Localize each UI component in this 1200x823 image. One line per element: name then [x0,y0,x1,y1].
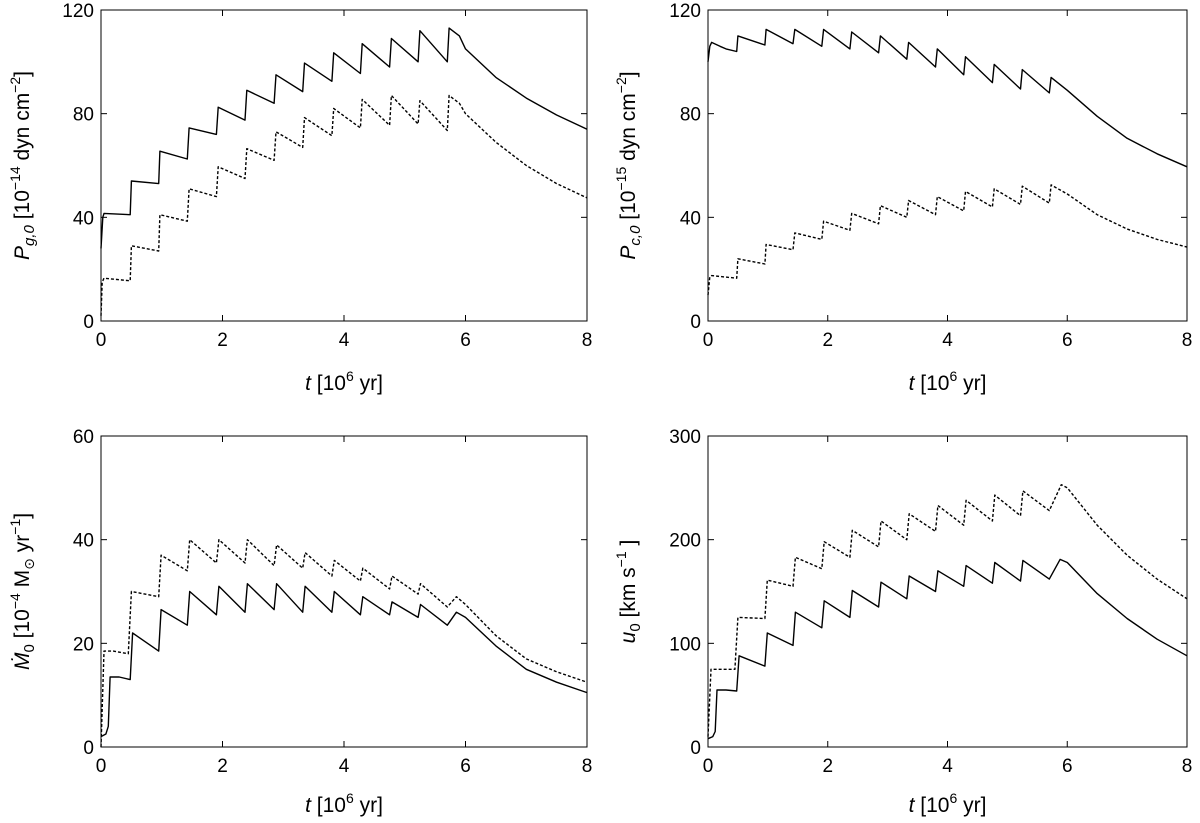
series-line-solid [100,27,588,249]
y-tick-label: 80 [680,105,701,126]
x-tick-label: 2 [217,330,228,351]
x-tick-label: 6 [460,330,471,351]
series-line-solid [100,583,588,738]
x-tick-label: 8 [1182,756,1193,777]
x-tick-label: 0 [96,756,107,777]
x-axis-label: t [106 yr] [909,368,987,395]
y-tick-label: 80 [73,105,94,126]
y-tick-label: 60 [73,427,94,448]
x-tick-label: 4 [339,330,350,351]
y-tick-label: 40 [73,208,94,229]
y-tick-label: 0 [83,738,94,759]
y-tick-label: 200 [669,531,701,552]
series-line-solid [707,28,1188,168]
y-tick-label: 100 [669,634,701,655]
y-axis-label: Pc,0 [10−15 dyn cm−2] [613,71,644,259]
chart-panel-mdot0: 0 2 4 6 8 0 20 40 60 t [106 yr] Ṁ0 [10−4 M⊙ yr−1] [7,427,592,817]
y-tick-label: 0 [83,312,94,333]
y-tick-label: 40 [73,531,94,552]
x-tick-label: 6 [460,756,471,777]
x-tick-label: 2 [217,756,228,777]
x-tick-label: 8 [582,756,593,777]
y-tick-label: 120 [62,1,94,22]
x-tick-label: 6 [1062,330,1073,351]
x-axis-label: t [106 yr] [305,368,383,395]
y-tick-label: 20 [73,634,94,655]
axes-frame [707,435,1188,748]
series-line-dashed [100,94,588,316]
x-axis-label: t [106 yr] [909,790,987,817]
x-tick-label: 6 [1062,756,1073,777]
series-line-dashed [707,184,1188,296]
series-line-dashed [707,484,1188,737]
x-tick-label: 8 [582,330,593,351]
x-tick-label: 4 [339,756,350,777]
series-line-solid [707,558,1188,740]
y-axis-label: Ṁ0 [10−4 M⊙ yr−1] [7,513,38,670]
y-axis-label: Pg,0 [10−14 dyn cm−2] [7,71,38,260]
y-tick-label: 40 [680,208,701,229]
x-tick-label: 4 [942,756,953,777]
x-tick-label: 4 [942,330,953,351]
x-tick-label: 2 [822,756,833,777]
axes-frame [100,435,588,748]
axes-frame [100,9,588,322]
axes-frame [707,9,1188,322]
x-tick-label: 8 [1182,330,1193,351]
x-tick-label: 0 [703,756,714,777]
series-line-dashed [100,539,588,748]
chart-panel-u0: 0 2 4 6 8 0 100 200 300 t [106 yr] u0 [km s−1 ] [613,427,1192,817]
y-tick-label: 120 [669,1,701,22]
x-tick-label: 0 [96,330,107,351]
x-tick-label: 2 [822,330,833,351]
y-tick-label: 0 [690,312,701,333]
y-tick-label: 0 [690,738,701,759]
x-axis-label: t [106 yr] [305,790,383,817]
y-tick-label: 300 [669,427,701,448]
x-tick-label: 0 [703,330,714,351]
y-axis-label: u0 [km s−1 ] [613,540,644,644]
